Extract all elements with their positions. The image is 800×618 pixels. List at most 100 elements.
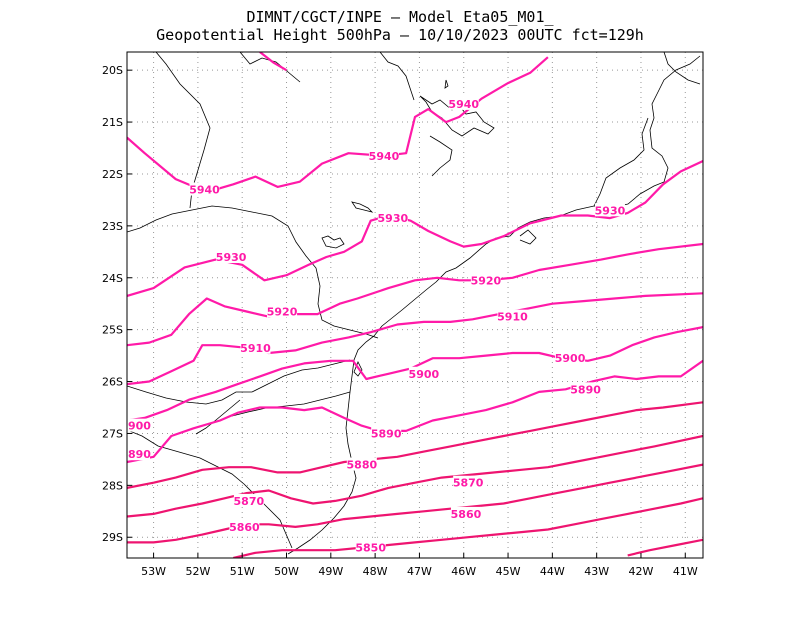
contour-5930 <box>127 160 703 297</box>
contour-label-bg <box>233 493 264 507</box>
contour-label: 5910 <box>240 342 271 355</box>
contour-label-bg <box>368 148 399 162</box>
contour-label-bg <box>346 457 377 471</box>
contour-label: 5850 <box>355 542 386 555</box>
contour-label: 5900 <box>409 368 440 381</box>
contour-label-bg <box>240 340 271 354</box>
height-contours <box>127 52 703 558</box>
reservoir <box>351 201 374 213</box>
lon-tick-label: 52W <box>185 565 210 578</box>
lon-tick-label: 43W <box>584 565 609 578</box>
contour-label: 5890 <box>371 427 402 440</box>
lon-tick-label: 42W <box>629 565 654 578</box>
lat-tick-label: 21S <box>102 116 123 129</box>
lon-tick-label: 53W <box>141 565 166 578</box>
state-border-5 <box>239 52 301 83</box>
map-title-line-2: Geopotential Height 500hPa – 10/10/2023 … <box>156 26 644 44</box>
state-border-3 <box>127 429 293 549</box>
contour-5940 <box>259 52 288 72</box>
contour-label-bg <box>355 540 386 554</box>
contour-label-bg <box>594 203 625 217</box>
lon-tick-label: 48W <box>363 565 388 578</box>
lat-tick-label: 29S <box>102 531 123 544</box>
state-border-1 <box>127 205 379 339</box>
contour-label-bg <box>555 351 586 365</box>
lat-tick-label: 24S <box>102 272 123 285</box>
contour-5870 <box>127 434 703 518</box>
contour-label: 5940 <box>369 150 400 163</box>
contour-label: 5930 <box>378 212 409 225</box>
lat-tick-label: 25S <box>102 324 123 337</box>
contour-label: 5880 <box>347 459 378 472</box>
state-border-6 <box>379 52 415 101</box>
axis-tick-labels: 20S 21S 22S 23S 24S 25S 26S 27S 28S 29S 53W 52W 51W 5… <box>102 64 698 578</box>
state-border-7 <box>429 135 453 177</box>
lat-tick-label: 23S <box>102 220 123 233</box>
lon-tick-label: 44W <box>540 565 565 578</box>
contour-label: 5940 <box>448 98 479 111</box>
contour-label-bg <box>497 309 528 323</box>
lat-tick-label: 26S <box>102 376 123 389</box>
contour-label-bg <box>450 506 481 520</box>
contour-5880 <box>127 401 703 489</box>
contour-label-bg <box>377 211 408 225</box>
lon-tick-label: 49W <box>318 565 343 578</box>
state-border-8 <box>593 117 649 207</box>
contour-labels: 5940 5940 5940 5930 5930 5930 5920 5920 5910 5910… <box>127 96 626 555</box>
state-border-2 <box>127 359 351 405</box>
map-title-line-1: DIMNT/CGCT/INPE – Model Eta05_M01_ <box>246 8 554 26</box>
plot-frame <box>126 51 704 559</box>
contour-label-bg <box>453 475 484 489</box>
lake <box>444 79 449 89</box>
contour-label: 5940 <box>189 184 220 197</box>
state-border-9 <box>663 52 701 85</box>
state-border-10 <box>231 391 351 417</box>
contour-label-bg <box>470 273 501 287</box>
lat-tick-label: 20S <box>102 64 123 77</box>
state-border-11 <box>195 399 241 435</box>
lon-tick-label: 41W <box>673 565 698 578</box>
contour-label-bg <box>216 249 247 263</box>
contour-label: 5920 <box>267 305 298 318</box>
graticule <box>127 52 703 558</box>
contour-5850 <box>627 538 703 557</box>
contour-label: 890 <box>128 448 151 461</box>
reservoir-2 <box>321 235 345 249</box>
contour-5900 <box>127 326 703 422</box>
lon-tick-label: 46W <box>451 565 476 578</box>
contour-label-bg <box>127 447 150 461</box>
contour-label-bg <box>229 519 260 533</box>
lon-tick-label: 50W <box>274 565 299 578</box>
contour-label: 5870 <box>453 477 484 490</box>
contour-label-bg <box>267 304 298 318</box>
coastline <box>287 55 701 555</box>
contour-label-bg <box>448 96 479 110</box>
contour-label: 5930 <box>595 204 626 217</box>
lat-tick-label: 27S <box>102 427 123 440</box>
contour-label: 5910 <box>497 311 528 324</box>
contour-5940 <box>127 56 549 194</box>
contour-label-bg <box>570 382 601 396</box>
contour-label-bg <box>371 426 402 440</box>
contour-5920 <box>127 242 703 347</box>
contour-label: 5920 <box>471 274 502 287</box>
contour-label: 5870 <box>234 495 265 508</box>
lat-tick-label: 22S <box>102 168 123 181</box>
contour-5850 <box>233 497 703 558</box>
lat-tick-label: 28S <box>102 479 123 492</box>
contour-label: 5930 <box>216 251 247 264</box>
contour-label: 5900 <box>555 352 586 365</box>
contour-5910 <box>127 292 703 386</box>
lon-tick-label: 51W <box>230 565 255 578</box>
contour-label-bg <box>127 418 150 432</box>
coastline-bay <box>519 229 537 245</box>
contour-label-bg <box>189 182 220 196</box>
contour-label-bg <box>408 366 439 380</box>
contour-label: 900 <box>128 420 151 433</box>
contour-label: 5890 <box>570 383 601 396</box>
contour-5860 <box>127 463 703 544</box>
lon-tick-label: 45W <box>496 565 521 578</box>
contour-label: 5860 <box>229 521 260 534</box>
contour-label: 5860 <box>451 508 482 521</box>
